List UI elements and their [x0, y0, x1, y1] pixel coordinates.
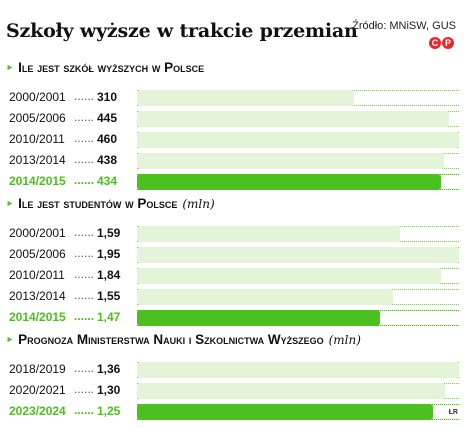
leader-dots: ...... [74, 152, 95, 166]
section-title-text: Prognoza Ministerstwa Nauki i Szkolnictw… [18, 332, 324, 347]
category-label: 2000/2001 [9, 90, 66, 104]
section-arrow-icon: ‣ [6, 61, 14, 75]
category-label: 2010/2011 [9, 268, 65, 282]
author-initials: ŁR [448, 409, 458, 416]
bar-row: 2005/2006...... 445 [0, 109, 464, 129]
category-label: 2014/2015 [9, 310, 66, 324]
bar-row: 2010/2011...... 460 [0, 130, 464, 150]
value-label: 310 [97, 90, 118, 104]
category-label: 2013/2014 [9, 289, 66, 303]
value-label: 1,95 [97, 247, 121, 261]
bar-row: 2010/2011...... 1,84 [0, 266, 464, 286]
category-label: 2000/2001 [9, 226, 66, 240]
section-title-1: ‣ Ile jest studentów w Polsce (mln) [6, 196, 215, 211]
value-label: 460 [97, 132, 118, 146]
value-label: 434 [97, 174, 118, 188]
bar-row: 2013/2014...... 1,55 [0, 287, 464, 307]
bar [137, 289, 393, 305]
section-arrow-icon: ‣ [6, 333, 14, 347]
bar-row: 2000/2001...... 1,59 [0, 224, 464, 244]
category-label: 2005/2006 [9, 111, 66, 125]
value-label: 1,55 [97, 289, 121, 303]
leader-dots: ...... [74, 246, 95, 260]
value-label: 1,59 [97, 226, 121, 240]
bar [137, 90, 354, 106]
value-label: 1,36 [97, 362, 121, 376]
section-title-0: ‣ Ile jest szkół wyższych w Polsce [6, 60, 204, 75]
bar-row: 2014/2015...... 434 [0, 172, 464, 192]
section-arrow-icon: ‣ [6, 197, 14, 211]
leader-dots: ...... [74, 382, 95, 396]
leader-dots: ...... [74, 267, 95, 281]
category-label: 2020/2021 [9, 383, 66, 397]
section-unit: (mln) [328, 333, 361, 347]
section-unit: (mln) [182, 197, 215, 211]
bar [137, 153, 444, 169]
leader-dots: ...... [74, 110, 95, 124]
press-icon: P [442, 37, 454, 49]
section-title-text: Ile jest studentów w Polsce [18, 196, 178, 211]
bar-row: 2014/2015...... 1,47 [0, 308, 464, 328]
value-label: 1,47 [97, 310, 121, 324]
bar [137, 310, 380, 326]
bar [137, 404, 433, 420]
bar [137, 268, 441, 284]
leader-dots: ...... [74, 309, 95, 323]
bar-row: 2000/2001...... 310 [0, 88, 464, 108]
bar [137, 174, 441, 190]
category-label: 2013/2014 [9, 153, 66, 167]
bar [137, 247, 459, 263]
copyright-icon: C [429, 37, 441, 49]
value-label: 1,25 [97, 404, 121, 418]
category-label: 2018/2019 [9, 362, 66, 376]
bar [137, 383, 445, 399]
bar [137, 362, 459, 378]
source-note: Źródło: MNiSW, GUS [352, 20, 456, 32]
value-label: 1,30 [97, 383, 121, 397]
bar [137, 132, 459, 148]
section-title-2: ‣ Prognoza Ministerstwa Nauki i Szkolnict… [6, 332, 361, 347]
leader-dots: ...... [74, 225, 95, 239]
value-label: 1,84 [97, 268, 121, 282]
bar-row: 2023/2024...... 1,25 [0, 402, 464, 422]
copyright-badge: C P [429, 37, 454, 49]
category-label: 2010/2011 [9, 132, 65, 146]
chart-title: Szkoły wyższe w trakcie przemian [6, 20, 358, 42]
bar-row: 2005/2006...... 1,95 [0, 245, 464, 265]
category-label: 2023/2024 [9, 404, 66, 418]
leader-dots: ...... [74, 131, 95, 145]
category-label: 2005/2006 [9, 247, 66, 261]
value-label: 438 [97, 153, 118, 167]
leader-dots: ...... [74, 403, 95, 417]
bar-row: 2018/2019...... 1,36 [0, 360, 464, 380]
value-label: 445 [97, 111, 118, 125]
category-label: 2014/2015 [9, 174, 66, 188]
leader-dots: ...... [74, 89, 95, 103]
bar-row: 2020/2021...... 1,30 [0, 381, 464, 401]
leader-dots: ...... [74, 361, 95, 375]
section-title-text: Ile jest szkół wyższych w Polsce [18, 60, 205, 75]
bar [137, 111, 449, 127]
bar-row: 2013/2014...... 438 [0, 151, 464, 171]
leader-dots: ...... [74, 173, 95, 187]
bar [137, 226, 400, 242]
leader-dots: ...... [74, 288, 95, 302]
